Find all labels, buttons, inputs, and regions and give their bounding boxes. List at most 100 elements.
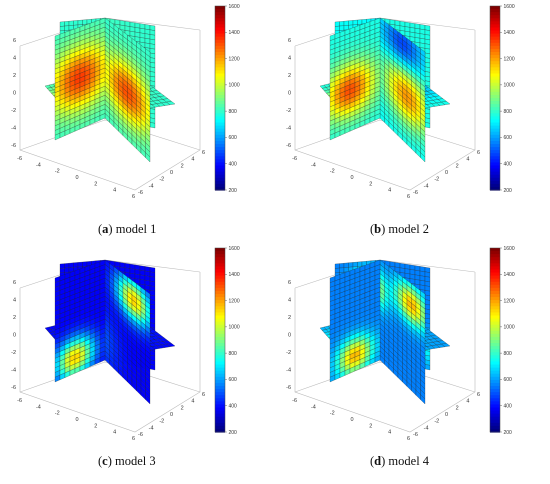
z-tick-label: -4: [286, 368, 291, 374]
x-tick-label: -6: [292, 398, 297, 404]
x-tick-label: -2: [55, 169, 60, 175]
y-tick-label: -4: [424, 425, 429, 431]
y-tick-label: 0: [170, 412, 173, 418]
slice-vertical-a-front: [379, 17, 426, 163]
slice-vertical-a-front: [104, 259, 151, 405]
z-tick-label: -6: [11, 385, 16, 391]
y-tick-label: -6: [413, 190, 418, 196]
colorbar-tick-label: 1000: [229, 83, 240, 89]
x-tick-label: -4: [311, 162, 316, 168]
x-tick-label: 4: [113, 430, 116, 436]
colorbar-tick-label: 1200: [504, 298, 515, 304]
z-tick-label: 2: [288, 73, 291, 79]
colorbar-tick-label: 200: [504, 188, 513, 194]
slice-vertical-b-front: [329, 259, 381, 383]
slice-vertical-b-front: [329, 17, 381, 141]
y-tick-label: 4: [191, 157, 194, 163]
y-tick-label: -2: [434, 419, 439, 425]
slice-vertical-a-front: [104, 17, 151, 163]
x-tick-label: 0: [350, 175, 353, 181]
colorbar-tick-label: 600: [229, 377, 238, 383]
y-tick-label: 4: [191, 399, 194, 405]
colorbar: 1600 1400 1200 1000 800 600 400 200: [489, 4, 515, 194]
y-tick-label: 2: [456, 405, 459, 411]
z-tick-label: 6: [288, 38, 291, 44]
colorbar-tick-label: 800: [504, 351, 513, 357]
y-tick-label: -6: [413, 432, 418, 438]
z-tick-label: 4: [288, 298, 291, 304]
x-tick-label: -2: [330, 411, 335, 417]
colorbar: 1600 1400 1200 1000 800 600 400 200: [214, 246, 240, 436]
z-tick-label: -6: [286, 385, 291, 391]
colorbar: 1600 1400 1200 1000 800 600 400 200: [489, 246, 515, 436]
y-tick-label: 4: [466, 157, 469, 163]
z-tick-label: 4: [13, 56, 16, 62]
x-tick-label: 2: [369, 423, 372, 429]
z-tick-label: 2: [288, 315, 291, 321]
panel-c: 6 4 2 0 -2 -4 -6 -6 -4 -2 0 2 4 6 -6 -4 -2 0 2 4 6 1600 1400 12…: [0, 242, 275, 484]
z-tick-label: 0: [288, 91, 291, 97]
caption-a: (a) model 1: [98, 222, 157, 236]
x-tick-label: -4: [36, 162, 41, 168]
x-tick-label: 6: [132, 194, 135, 200]
slice-plot-d: 6420-2-4-6-6-4-20246-6-4-202461600140012…: [286, 246, 515, 442]
colorbar-tick-label: 200: [229, 430, 238, 436]
x-tick-label: 4: [113, 188, 116, 194]
y-tick-label: 2: [181, 163, 184, 169]
z-tick-label: 6: [13, 38, 16, 44]
colorbar-tick-label: 600: [504, 377, 513, 383]
y-tick-label: -2: [159, 419, 164, 425]
z-tick-label: -2: [11, 350, 16, 356]
colorbar-tick-label: 800: [504, 109, 513, 115]
colorbar-tick-label: 1600: [504, 4, 515, 10]
z-tick-label: 0: [13, 91, 16, 97]
colorbar-tick-label: 800: [229, 351, 238, 357]
colorbar-tick-label: 1400: [504, 30, 515, 36]
z-tick-label: -2: [11, 108, 16, 114]
colorbar-tick-label: 1000: [504, 83, 515, 89]
x-tick-label: 6: [407, 436, 410, 442]
y-tick-label: 6: [202, 150, 205, 156]
colorbar-tick-label: 1600: [229, 246, 240, 252]
slice-plot-a: 6420-2-4-6-6-4-20246-6-4-202461600140012…: [11, 4, 240, 200]
z-tick-label: -4: [11, 368, 16, 374]
x-tick-label: -6: [17, 156, 22, 162]
x-tick-label: 0: [75, 417, 78, 423]
colorbar-tick-label: 600: [229, 135, 238, 141]
x-tick-label: -4: [36, 404, 41, 410]
y-tick-label: 6: [477, 150, 480, 156]
colorbar-tick-label: 1600: [229, 4, 240, 10]
z-tick-label: -4: [286, 126, 291, 132]
caption-b: (b) model 2: [370, 222, 430, 236]
x-tick-label: 4: [388, 188, 391, 194]
y-tick-label: 2: [456, 163, 459, 169]
colorbar: 1600 1400 1200 1000 800 600 400 200: [214, 4, 240, 194]
panel-a: 6 4 2 0 -2 -4 -6 -6 -4 -2 0 2 4 6 -6 -4 -2 0 2 4 6 1600 1400 12…: [0, 0, 275, 242]
y-tick-label: 2: [181, 405, 184, 411]
colorbar-tick-label: 400: [229, 162, 238, 168]
z-tick-label: 4: [13, 298, 16, 304]
colorbar-tick-label: 1600: [504, 246, 515, 252]
z-tick-label: -4: [11, 126, 16, 132]
colorbar-tick-label: 200: [229, 188, 238, 194]
x-tick-label: -6: [292, 156, 297, 162]
y-tick-label: -6: [138, 190, 143, 196]
panel-b: 6 4 2 0 -2 -4 -6 -6 -4 -2 0 2 4 6 -6 -4 -2 0 2 4 6 1600 1400 12…: [275, 0, 550, 242]
caption-c: (c) model 3: [98, 454, 156, 468]
x-tick-label: -2: [55, 411, 60, 417]
y-tick-label: -6: [138, 432, 143, 438]
y-tick-label: -2: [159, 177, 164, 183]
colorbar-tick-label: 1200: [229, 298, 240, 304]
x-tick-label: 0: [75, 175, 78, 181]
x-tick-label: 2: [94, 181, 97, 187]
z-tick-label: 0: [13, 333, 16, 339]
y-tick-label: 4: [466, 399, 469, 405]
colorbar-tick-label: 400: [229, 404, 238, 410]
colorbar-tick-label: 1400: [229, 30, 240, 36]
z-tick-label: 4: [288, 56, 291, 62]
y-tick-label: 6: [202, 392, 205, 398]
z-tick-label: -2: [286, 350, 291, 356]
caption-d: (d) model 4: [370, 454, 430, 468]
z-tick-label: 0: [288, 333, 291, 339]
